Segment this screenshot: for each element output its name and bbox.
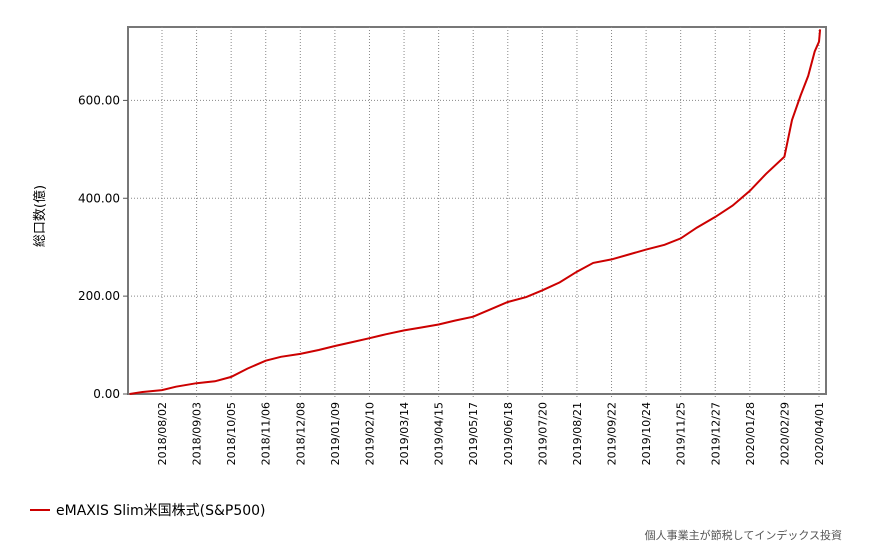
y-tick-label: 400.00 (78, 191, 120, 205)
x-tick-label: 2018/11/06 (260, 402, 273, 465)
x-tick-labels: 2018/08/02 2018/09/03 2018/10/05 2018/11/06… (156, 402, 826, 465)
legend-swatch (30, 509, 50, 511)
legend: eMAXIS Slim米国株式(S&P500) (30, 500, 266, 520)
x-tick-label: 2018/08/02 (156, 402, 169, 465)
x-tick-label: 2018/12/08 (294, 402, 307, 465)
y-tick-label: 200.00 (78, 289, 120, 303)
x-tick-label: 2020/02/29 (778, 402, 791, 465)
y-tick-label: 0.00 (93, 387, 120, 401)
x-tick-label: 2019/10/24 (640, 402, 653, 465)
x-tick-label: 2019/12/27 (709, 402, 722, 465)
watermark: 個人事業主が節税してインデックス投資 (644, 529, 842, 542)
x-tick-label: 2019/02/10 (363, 402, 376, 465)
x-tick-label: 2019/06/18 (502, 402, 515, 465)
series-line (129, 29, 822, 395)
x-tick-label: 2019/03/14 (398, 402, 411, 465)
x-tick-label: 2019/05/17 (467, 402, 480, 465)
y-axis-label: 総口数(億) (32, 185, 48, 247)
x-tick-label: 2019/01/09 (329, 402, 342, 465)
x-tick-label: 2019/09/22 (606, 402, 619, 465)
x-tick-label: 2018/09/03 (191, 402, 204, 465)
x-tick-label: 2019/04/15 (433, 402, 446, 465)
legend-label: eMAXIS Slim米国株式(S&P500) (56, 503, 266, 519)
x-gridlines (161, 27, 820, 398)
x-tick-label: 2019/08/21 (571, 402, 584, 465)
x-tick-label: 2020/04/01 (813, 402, 826, 465)
plot-area (127, 26, 827, 395)
y-tick-labels: 0.00 200.00 400.00 600.00 (78, 93, 120, 401)
y-tick-label: 600.00 (78, 93, 120, 107)
y-gridlines (123, 99, 826, 395)
x-tick-label: 2019/07/20 (536, 402, 549, 465)
x-tick-label: 2020/01/28 (744, 402, 757, 465)
x-tick-label: 2018/10/05 (225, 402, 238, 465)
line-chart: 0.00 200.00 400.00 600.00 2018/08/02 2018/09… (32, 26, 827, 465)
x-tick-label: 2019/11/25 (675, 402, 688, 465)
